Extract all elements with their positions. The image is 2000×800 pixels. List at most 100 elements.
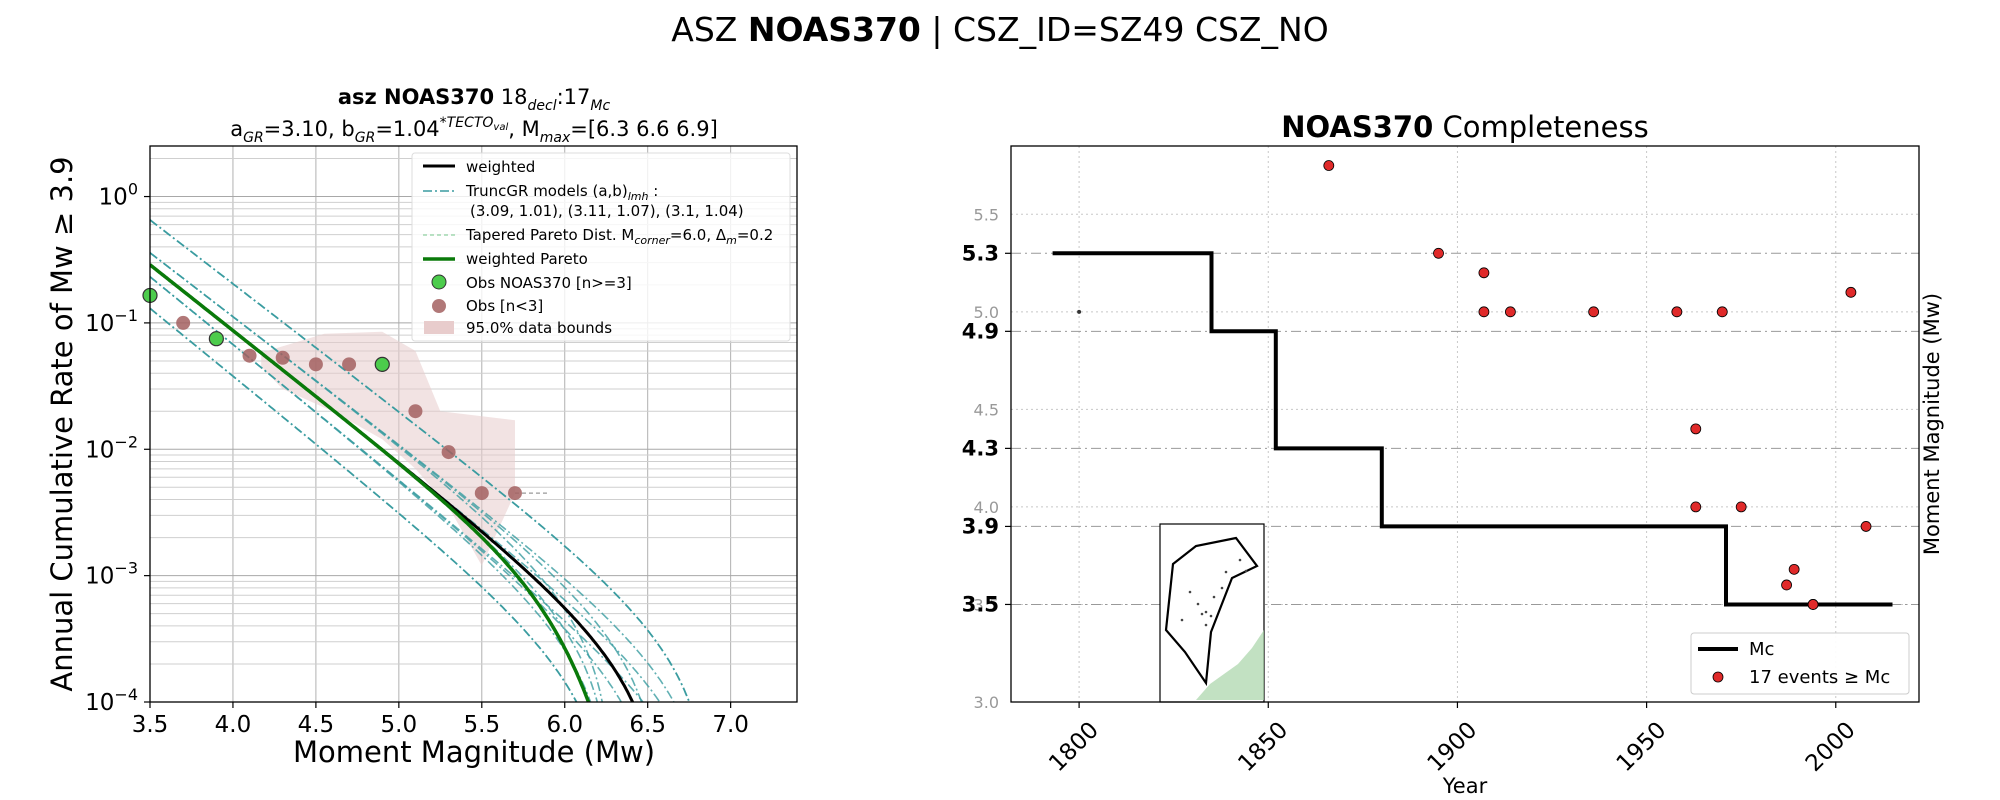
x-tick-label: 6.5: [629, 712, 666, 738]
event-point: [1505, 306, 1516, 318]
legend-pareto: Tapered Pareto Dist. Mcorner=6.0, Δm=0.2: [465, 226, 773, 247]
y-major-tick-label: 4.9: [962, 319, 999, 343]
legend-truncgr-line1: TruncGR models (a,b)lmh :: [465, 182, 658, 203]
right-y-ticks: 3.03.54.04.55.05.53.53.94.34.95.3: [962, 205, 1011, 712]
x-tick-label: 5.0: [381, 712, 418, 738]
left-axes-frame: [149, 145, 798, 703]
x-tick-label: 7.0: [712, 712, 749, 738]
right-axes-frame: [1010, 145, 1920, 703]
mc-step-line: [1052, 251, 1893, 607]
obs-small-point: [342, 357, 357, 372]
obs-small-point: [408, 404, 423, 419]
right-x-ticks: 1800 1850 1900 1950 2000: [1044, 702, 1861, 777]
event-point: [1671, 306, 1683, 318]
event-point: [1323, 160, 1335, 171]
y-minor-tick-label: 4.0: [974, 498, 999, 517]
small-event-point: [1077, 309, 1082, 314]
left-title-line1: asz NOAS370 18decl:17Mc: [338, 85, 611, 114]
left-legend-box: [411, 152, 791, 342]
left-legend: weighted TruncGR models (a,b)lmh : (3.09…: [411, 152, 791, 342]
obs-small-point: [441, 445, 456, 460]
x-tick-label: 1900: [1423, 717, 1483, 777]
inset-zone-polygon: [1164, 536, 1259, 687]
truncgr-curve: [150, 276, 623, 702]
event-point: [1433, 247, 1444, 259]
x-tick-label: 5.5: [464, 712, 501, 738]
obs-small-point: [176, 315, 191, 330]
y-minor-tick-label: 5.0: [974, 303, 999, 322]
x-tick-label: 1950: [1612, 717, 1672, 777]
right-y-label: Moment Magnitude (Mw): [1920, 293, 1944, 555]
left-x-ticks: 3.5 4.0 4.5 5.0 5.5 6.0 6.5 7.0: [132, 702, 749, 738]
truncgr-upper: [150, 219, 691, 702]
event-points: [1077, 160, 1872, 610]
truncgr-curve: [150, 276, 644, 702]
y-major-tick-label: 3.5: [962, 592, 999, 616]
x-tick-label: 4.0: [215, 712, 252, 738]
obs-main-point: [208, 331, 224, 347]
y-tick-label: 10−3: [85, 559, 138, 590]
event-point: [1781, 579, 1792, 591]
legend-mc: Mc: [1749, 639, 1774, 660]
completeness-chart: NOAS370 Completeness 1800 1850 1900 1950 200…: [962, 110, 1944, 798]
obs-main-point: [374, 356, 390, 372]
legend-bounds-swatch: [424, 321, 454, 334]
obs-small-point: [474, 486, 489, 501]
figure-title: ASZ NOAS370 | CSZ_ID=SZ49 CSZ_NO: [671, 10, 1329, 49]
truncgr-lower: [150, 307, 578, 702]
x-tick-label: 6.0: [546, 712, 583, 738]
y-tick-label: 10−2: [85, 432, 138, 463]
legend-weighted-pareto: weighted Pareto: [466, 250, 588, 268]
right-legend-box: [1690, 632, 1910, 695]
y-major-tick-label: 4.3: [962, 436, 999, 460]
y-major-tick-label: 5.3: [962, 241, 999, 265]
event-point: [1690, 501, 1702, 513]
legend-obs-small-swatch: [432, 299, 446, 313]
inset-map: [1159, 523, 1265, 703]
left-title-line2: aGR=3.10, bGR=1.04*TECTOval, Mmax=[6.3 6…: [230, 115, 718, 146]
left-y-label: Annual Cumulative Rate of Mw ≥ 3.9: [45, 156, 79, 691]
y-minor-tick-label: 3.5: [974, 595, 999, 614]
y-tick-label: 10−4: [85, 685, 138, 716]
event-point: [1735, 501, 1747, 513]
event-point: [1807, 599, 1819, 610]
x-tick-label: 4.5: [298, 712, 335, 738]
x-tick-label: 2000: [1801, 717, 1861, 777]
obs-small-point: [242, 348, 257, 363]
event-point: [1690, 423, 1702, 435]
obs-small-point: [275, 350, 290, 365]
legend-bounds: 95.0% data bounds: [466, 319, 612, 337]
obs-small-point: [308, 357, 323, 372]
cumulative-rate-chart: asz NOAS370 18decl:17Mc aGR=3.10, bGR=1.…: [45, 85, 798, 769]
right-grid: [1011, 146, 1919, 703]
event-point: [1478, 306, 1490, 318]
legend-events: 17 events ≥ Mc: [1749, 667, 1890, 688]
weighted-pareto-curve: [150, 263, 591, 702]
mc-reference-lines: [1011, 252, 1919, 605]
legend-obs-main: Obs NOAS370 [n>=3]: [466, 274, 632, 292]
event-point: [1845, 286, 1857, 298]
model-curves: [150, 219, 691, 702]
legend-events-swatch: [1712, 671, 1724, 683]
legend-truncgr-line2: (3.09, 1.01), (3.11, 1.07), (3.1, 1.04): [470, 202, 744, 220]
y-minor-tick-label: 5.5: [974, 205, 999, 224]
y-tick-label: 100: [99, 180, 138, 211]
left-x-label: Moment Magnitude (Mw): [293, 735, 655, 769]
right-x-label: Year: [1442, 774, 1488, 798]
legend-weighted: weighted: [466, 158, 535, 176]
obs-small-point: [507, 486, 522, 501]
legend-obs-main-swatch: [431, 274, 447, 290]
inset-epicenters: [1180, 558, 1248, 627]
event-point: [1588, 306, 1600, 318]
y-minor-tick-label: 4.5: [974, 400, 999, 419]
event-point: [1478, 267, 1490, 279]
x-tick-label: 3.5: [132, 712, 169, 738]
right-title: NOAS370 Completeness: [1281, 110, 1648, 144]
event-point: [1788, 563, 1800, 575]
y-major-tick-label: 3.9: [962, 514, 999, 538]
right-legend: Mc 17 events ≥ Mc: [1690, 632, 1910, 695]
truncgr-curve: [150, 252, 675, 702]
y-minor-tick-label: 3.0: [974, 693, 999, 712]
legend-obs-small: Obs [n<3]: [466, 297, 543, 315]
